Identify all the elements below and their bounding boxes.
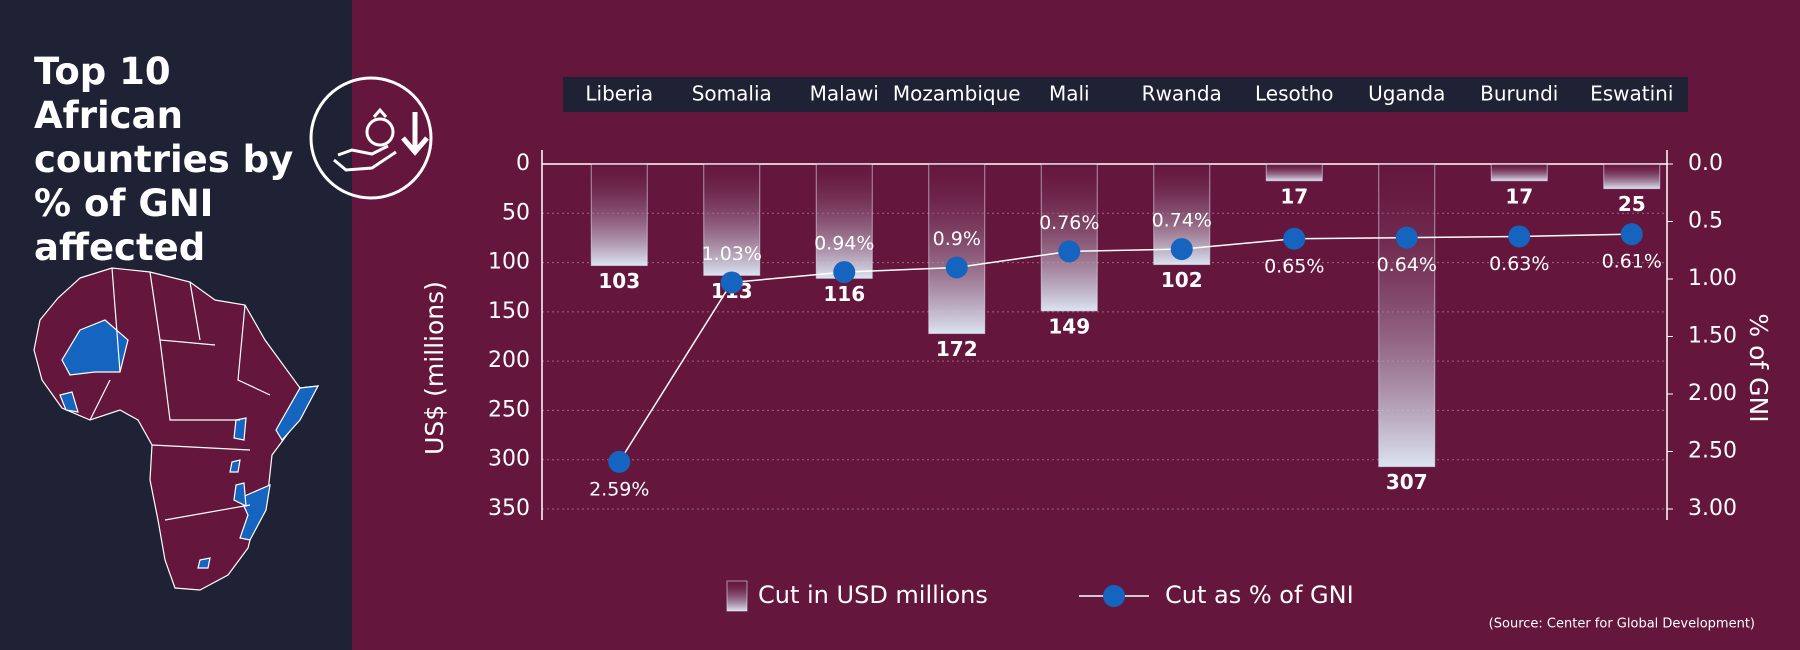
line-point (1170, 238, 1193, 261)
legend-swatch (726, 580, 748, 612)
bar-value-label: 149 (1048, 314, 1090, 338)
bar (590, 163, 648, 267)
line-point (608, 450, 631, 473)
line-point (1620, 223, 1643, 246)
x-tick-label: Mozambique (893, 82, 1021, 106)
x-tick-label: Uganda (1368, 82, 1445, 106)
bar-value-label: 116 (823, 282, 865, 306)
x-tick-label: Liberia (585, 82, 653, 106)
line-point (1058, 240, 1081, 263)
y-tick-label: 200 (488, 348, 530, 373)
y-tick-label: 0 (516, 151, 530, 176)
money-icon (309, 76, 433, 200)
source: (Source: Center for Global Development) (1489, 617, 1755, 632)
y2-tick-label: 2.50 (1688, 439, 1737, 464)
y-tick-label: 250 (488, 397, 530, 422)
x-tick-label: Burundi (1480, 82, 1558, 106)
y2-tick-label: 3.00 (1688, 496, 1737, 521)
bar (1603, 163, 1661, 190)
bar-value-label: 172 (936, 337, 978, 361)
line-value-label: 0.76% (1039, 212, 1099, 234)
bar-value-label: 25 (1618, 192, 1646, 216)
africa-map (33, 267, 320, 591)
line-point (945, 256, 968, 279)
title-text: Top 10 African countries by (34, 50, 294, 181)
line (618, 233, 1632, 463)
bar-value-label: 17 (1505, 184, 1533, 208)
y-axis-title: US$ (millions) (420, 281, 449, 455)
y2-tick-label: 0.5 (1688, 209, 1723, 234)
legend-marker (1103, 585, 1125, 607)
line-point (1395, 226, 1418, 249)
y-tick-label: 300 (488, 447, 530, 472)
title: Top 10 African countries by % of GNI aff… (34, 50, 324, 270)
line-value-label: 0.74% (1152, 210, 1212, 232)
bar (1490, 163, 1548, 182)
y2-tick-label: 2.00 (1688, 381, 1737, 406)
bar (703, 163, 761, 276)
y-tick-label: 100 (488, 250, 530, 275)
line-value-label: 1.03% (702, 243, 762, 265)
line-value-label: 0.9% (933, 228, 981, 250)
y-tick-label: 350 (488, 496, 530, 521)
bar-value-label: 17 (1280, 184, 1308, 208)
y2-tick-label: 0.0 (1688, 151, 1723, 176)
x-tick-label: Eswatini (1590, 82, 1673, 106)
line-value-label: 0.65% (1264, 255, 1324, 277)
y2-tick-label: 1.50 (1688, 324, 1737, 349)
line-value-label: 0.63% (1489, 253, 1549, 275)
line-point (720, 271, 743, 294)
y2-tick-label: 1.00 (1688, 266, 1737, 291)
line-value-label: 2.59% (589, 478, 649, 500)
line-point (833, 261, 856, 284)
y-tick-label: 50 (502, 200, 530, 225)
line-point (1508, 225, 1531, 248)
x-tick-label: Mali (1049, 82, 1090, 106)
y2-axis-title: % of GNI (1744, 313, 1773, 422)
x-tick-label: Lesotho (1255, 82, 1334, 106)
bar (1265, 163, 1323, 182)
line-point (1283, 227, 1306, 250)
bar-value-label: 102 (1161, 268, 1203, 292)
legend-label: Cut in USD millions (758, 581, 988, 609)
category-header (563, 77, 1688, 112)
x-tick-label: Malawi (810, 82, 879, 106)
line-value-label: 0.61% (1602, 251, 1662, 273)
line-value-label: 0.64% (1377, 254, 1437, 276)
x-tick-label: Somalia (692, 82, 772, 106)
y-tick-label: 150 (488, 299, 530, 324)
bar (1040, 163, 1098, 312)
bar (815, 163, 873, 279)
title-highlight: % of GNI affected (34, 182, 214, 269)
line-value-label: 0.94% (814, 233, 874, 255)
bar-value-label: 307 (1386, 470, 1428, 494)
x-tick-label: Rwanda (1142, 82, 1222, 106)
bar-value-label: 103 (598, 269, 640, 293)
bar (1378, 163, 1436, 468)
legend-label: Cut as % of GNI (1165, 581, 1354, 609)
bar (928, 163, 986, 335)
